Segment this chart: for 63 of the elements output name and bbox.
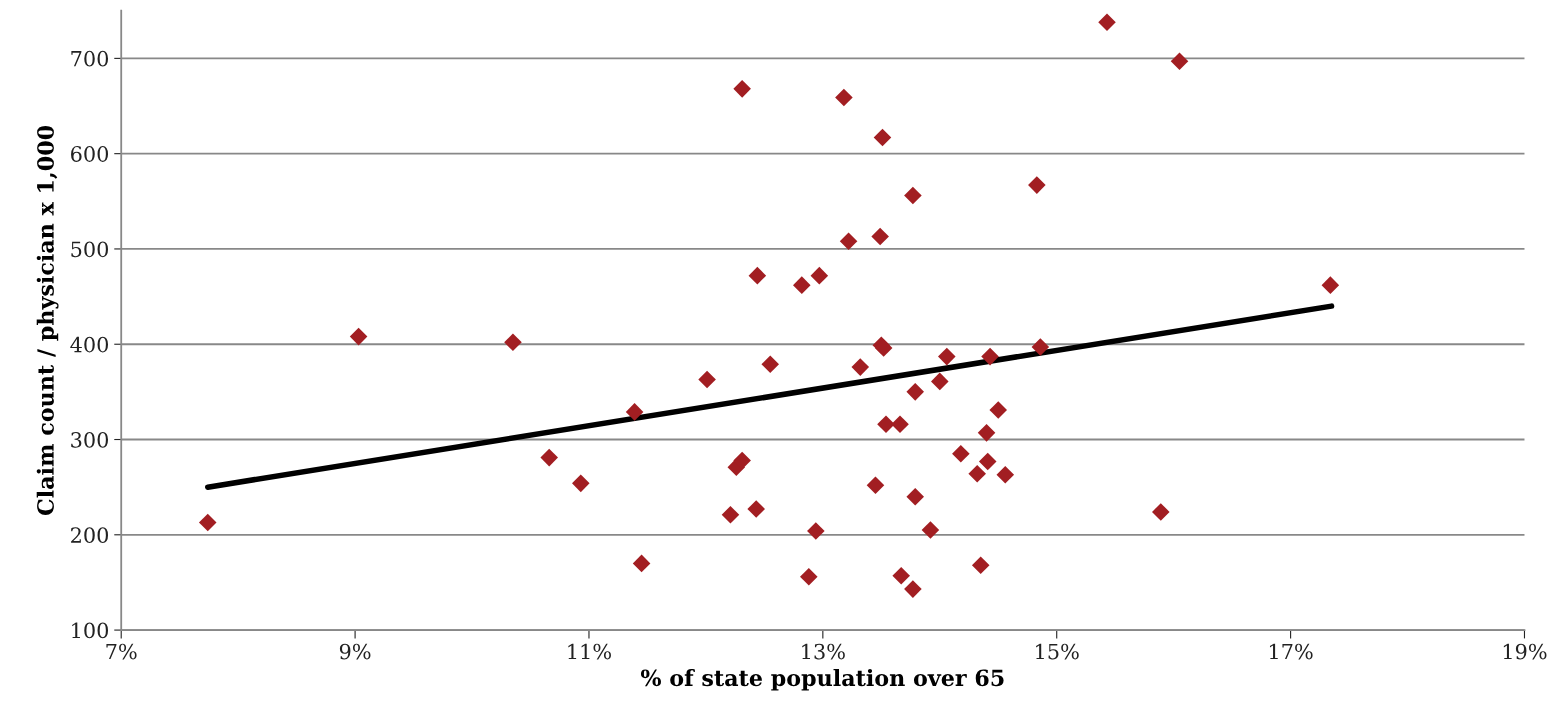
y-tick-label: 100: [72, 622, 109, 639]
x-tick-label: 9%: [339, 643, 371, 660]
point: [877, 415, 895, 434]
point: [871, 227, 889, 246]
x-tick-label: 19%: [1503, 643, 1547, 660]
point: [810, 266, 829, 285]
point: [866, 476, 885, 495]
point: [904, 186, 922, 205]
point: [1098, 13, 1116, 31]
y-axis-title: Claim count / physician x 1,000: [36, 125, 59, 516]
x-tick-label: 7%: [106, 643, 137, 660]
point: [625, 403, 644, 421]
point: [968, 465, 986, 483]
point: [800, 567, 818, 586]
point: [540, 448, 558, 467]
point: [1031, 338, 1050, 356]
point: [904, 580, 922, 598]
point: [921, 521, 940, 539]
x-tick-label: 13%: [802, 643, 845, 660]
point: [839, 232, 858, 251]
point: [1170, 52, 1189, 71]
point: [807, 522, 825, 540]
point: [971, 556, 990, 575]
x-tick-label: 17%: [1269, 643, 1313, 660]
x-tick-label: 15%: [1036, 643, 1079, 660]
point: [977, 424, 996, 442]
y-tick-label: 400: [70, 336, 109, 353]
point: [996, 465, 1015, 484]
y-tick-label: 200: [71, 527, 109, 544]
point: [793, 276, 811, 294]
point: [632, 554, 651, 573]
point: [733, 80, 751, 98]
point: [891, 415, 909, 434]
point: [981, 347, 999, 366]
point: [1028, 176, 1046, 194]
point: [698, 370, 716, 389]
point: [1321, 276, 1340, 294]
point: [504, 333, 522, 352]
point: [931, 372, 949, 391]
point: [835, 88, 853, 107]
y-tick-label: 700: [71, 50, 109, 67]
point: [761, 355, 779, 374]
point: [952, 445, 970, 463]
y-tick-label: 600: [71, 146, 109, 162]
point: [748, 266, 767, 285]
point: [851, 358, 870, 376]
point: [721, 506, 740, 524]
y-tick-label: 500: [71, 241, 109, 258]
point: [989, 401, 1008, 419]
point: [978, 452, 997, 471]
x-axis-title: % of state population over 65: [640, 668, 1004, 691]
point: [892, 566, 910, 585]
point: [198, 513, 217, 532]
point: [747, 500, 765, 518]
point: [1152, 503, 1170, 521]
point: [938, 347, 956, 366]
x-tick-label: 11%: [568, 643, 611, 660]
point: [349, 327, 368, 346]
point: [873, 128, 892, 147]
point: [906, 383, 925, 401]
point: [572, 474, 590, 493]
y-tick-label: 300: [71, 431, 109, 448]
point: [906, 487, 925, 506]
